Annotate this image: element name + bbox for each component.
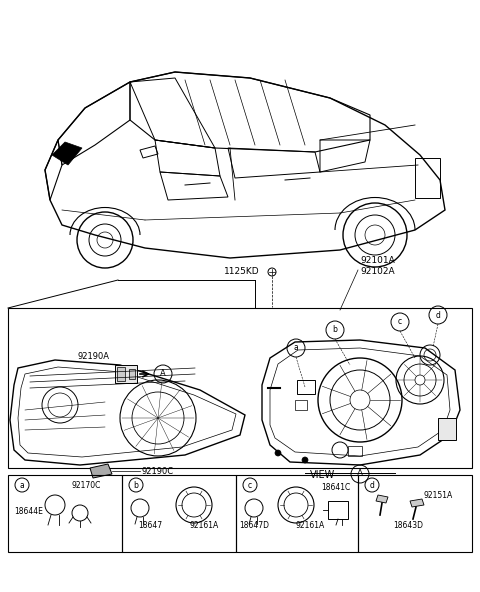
Bar xyxy=(438,418,456,440)
Text: 18641C: 18641C xyxy=(322,482,350,491)
Text: 92161A: 92161A xyxy=(296,520,325,529)
Text: d: d xyxy=(435,310,441,320)
Polygon shape xyxy=(262,340,460,465)
Text: VIEW: VIEW xyxy=(310,470,335,480)
Bar xyxy=(236,475,358,552)
Bar xyxy=(415,158,440,198)
Text: 1125KD: 1125KD xyxy=(224,268,260,276)
Text: b: b xyxy=(333,326,337,334)
Text: a: a xyxy=(294,343,299,352)
Bar xyxy=(129,369,135,379)
Text: c: c xyxy=(398,317,402,327)
Bar xyxy=(115,365,137,383)
Bar xyxy=(8,475,122,552)
Text: A: A xyxy=(357,469,363,478)
Text: 92170C: 92170C xyxy=(72,481,101,490)
Bar xyxy=(8,308,472,468)
Polygon shape xyxy=(52,142,82,165)
Text: 92151A: 92151A xyxy=(423,491,452,500)
Text: 92161A: 92161A xyxy=(190,520,219,529)
Bar xyxy=(358,475,472,552)
Bar xyxy=(328,501,348,519)
Circle shape xyxy=(302,457,308,463)
Text: 18643D: 18643D xyxy=(393,520,423,529)
Polygon shape xyxy=(376,495,388,503)
Text: d: d xyxy=(370,481,374,490)
Polygon shape xyxy=(410,499,424,507)
Text: 92190C: 92190C xyxy=(142,466,174,475)
Text: a: a xyxy=(20,481,24,490)
Polygon shape xyxy=(90,464,112,478)
Bar xyxy=(117,367,125,381)
Text: A: A xyxy=(160,369,166,378)
Text: 18647D: 18647D xyxy=(239,520,269,529)
Text: 92190A: 92190A xyxy=(78,352,110,361)
Circle shape xyxy=(275,450,281,456)
Text: 18647: 18647 xyxy=(138,520,162,529)
Text: 18644E: 18644E xyxy=(14,507,43,516)
Bar xyxy=(295,400,307,410)
Text: b: b xyxy=(133,481,138,490)
Text: c: c xyxy=(248,481,252,490)
Bar xyxy=(122,475,236,552)
Bar xyxy=(297,380,315,394)
Text: 92102A: 92102A xyxy=(360,267,395,276)
Text: 92101A: 92101A xyxy=(360,256,395,265)
Bar xyxy=(348,446,362,456)
